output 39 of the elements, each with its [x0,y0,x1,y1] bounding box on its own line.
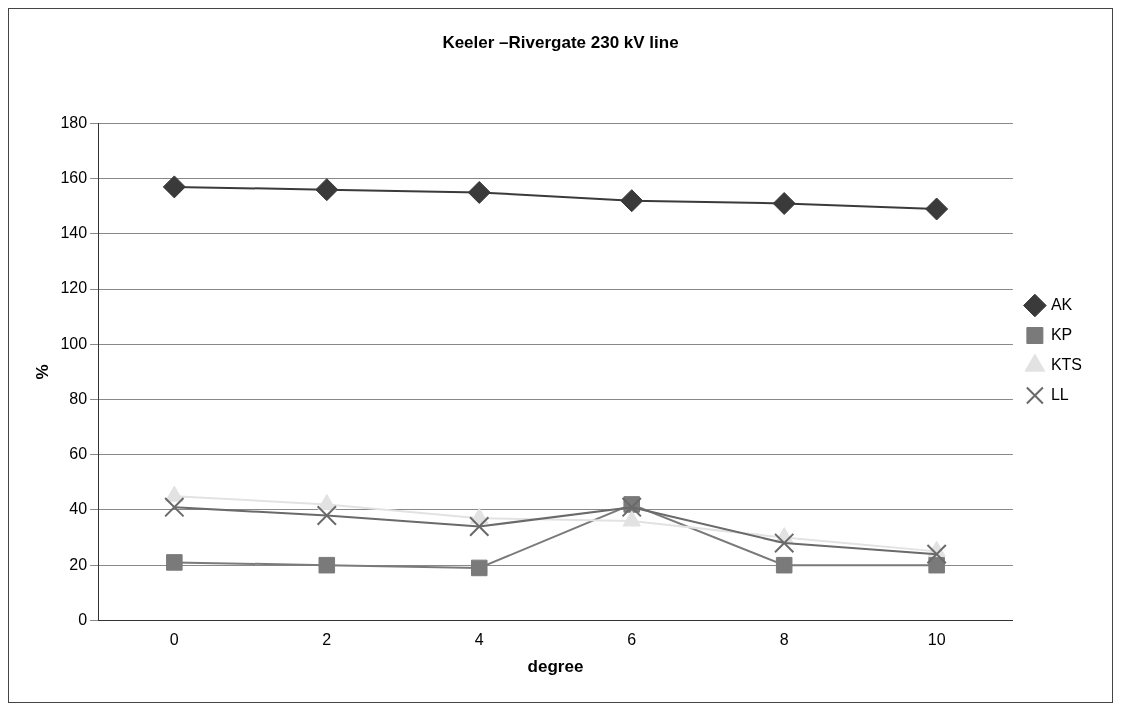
y-tick-label: 160 [60,169,88,187]
y-tick-label: 100 [60,334,88,352]
y-tick-label: 20 [69,555,88,573]
x-tick-label: 8 [779,631,789,649]
legend-label: LL [1050,385,1069,403]
x-tick-label: 10 [927,631,946,649]
point [315,178,339,202]
point [166,554,183,571]
point [621,497,642,518]
point [470,559,488,577]
y-tick-label: 80 [69,389,88,407]
point [467,180,491,204]
point [162,175,186,199]
legend-label: KP [1050,325,1073,343]
y-tick-label: 60 [69,445,88,463]
y-axis-title: % [32,364,52,380]
legend-label: AK [1050,295,1073,313]
x-tick-label: 4 [474,631,484,649]
point [620,189,644,213]
x-tick-label: 0 [169,631,179,649]
x-tick-label: 6 [627,631,637,649]
point [926,543,947,565]
chart-title: Keeler –Rivergate 230 kV line [442,32,679,52]
point [773,532,795,554]
x-axis-title: degree [527,657,584,677]
point [772,191,796,215]
point [925,197,949,221]
y-tick-label: 0 [78,610,88,628]
point [775,556,793,574]
y-tick-label: 40 [69,500,88,518]
point [469,516,490,537]
point [316,505,337,526]
y-tick-label: 140 [60,224,88,242]
y-tick-label: 120 [60,279,88,297]
x-tick-label: 2 [322,631,332,649]
y-tick-label: 180 [60,113,88,131]
point [318,556,336,574]
legend-label: KTS [1050,355,1083,373]
point [164,497,185,518]
